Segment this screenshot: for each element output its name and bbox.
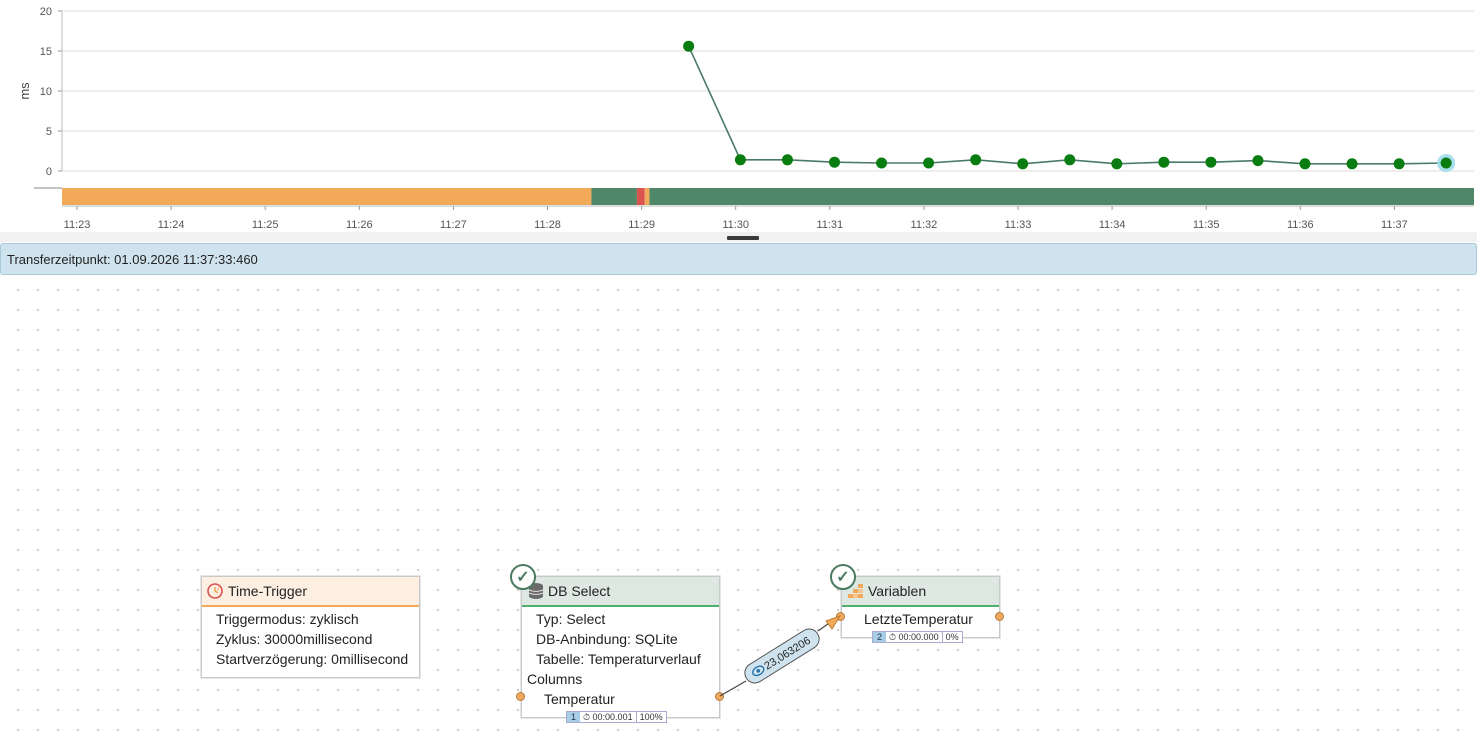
data-point <box>734 154 746 166</box>
status-count: 1 <box>567 712 581 722</box>
data-point <box>1252 155 1264 167</box>
variable-item[interactable]: LetzteTemperatur <box>864 611 973 627</box>
x-tick-label: 11:29 <box>628 219 655 231</box>
x-tick-label: 11:32 <box>911 219 938 231</box>
node-property: Tabelle: Temperaturverlauf <box>536 651 701 667</box>
data-point <box>970 154 982 166</box>
node-header[interactable]: Variablen <box>842 577 999 607</box>
data-point <box>923 157 935 169</box>
eye-icon <box>752 665 765 677</box>
node-property: DB-Anbindung: SQLite <box>536 631 678 647</box>
y-tick-label: 10 <box>40 86 52 98</box>
time-trigger-node[interactable]: Time-Trigger Triggermodus: zyklisch Zykl… <box>201 576 420 678</box>
transfer-timestamp-bar: Transferzeitpunkt: 01.09.2026 11:37:33:4… <box>0 243 1477 275</box>
data-point <box>1111 158 1123 170</box>
output-port[interactable] <box>995 612 1004 621</box>
node-title: Variablen <box>868 583 927 599</box>
status-strip-segment <box>62 188 592 205</box>
node-property: Startverzögerung: 0millisecond <box>216 651 409 667</box>
data-point <box>829 156 841 168</box>
status-time: ⏱ 00:00.000 <box>886 632 943 642</box>
data-point <box>1299 158 1311 170</box>
data-point <box>1158 156 1170 168</box>
status-percent: 100% <box>639 712 663 722</box>
status-percent: 0% <box>945 632 959 642</box>
edge-value-badge: 23,063206 <box>744 628 820 684</box>
x-tick-label: 11:27 <box>440 219 467 231</box>
status-strip-segment <box>636 188 645 205</box>
y-tick-label: 20 <box>40 6 52 18</box>
timing-chart: 0 5 10 15 20 ms 11:23 11:24 11:25 11:26 11:27 11:28… <box>0 0 1477 232</box>
edge-value-label: 23,063206 <box>762 635 812 673</box>
x-tick-label: 11:37 <box>1381 219 1408 231</box>
node-title: DB Select <box>548 583 611 599</box>
db-select-node[interactable]: DB Select Typ: Select DB-Anbindung: SQLi… <box>521 576 720 718</box>
x-tick-label: 11:33 <box>1005 219 1032 231</box>
status-strip-segment <box>649 188 1474 205</box>
y-tick-label: 5 <box>46 126 52 138</box>
status-strip-segment <box>644 188 650 205</box>
node-property: Zyklus: 30000millisecond <box>216 631 373 647</box>
data-point <box>876 157 888 169</box>
x-tick-label: 11:25 <box>252 219 279 231</box>
x-tick-label: 11:23 <box>64 219 91 231</box>
data-point <box>1017 158 1029 170</box>
chart-svg: 0 5 10 15 20 ms 11:23 11:24 11:25 11:26 11:27 11:28… <box>17 6 1474 231</box>
data-point <box>1440 157 1452 169</box>
x-tick-label: 11:30 <box>722 219 749 231</box>
y-tick-label: 15 <box>40 46 52 58</box>
status-count: 2 <box>873 632 887 642</box>
data-point <box>683 40 695 52</box>
data-point <box>1346 158 1358 170</box>
data-point <box>1205 156 1217 168</box>
node-title: Time-Trigger <box>228 583 308 599</box>
x-tick-label: 11:34 <box>1099 219 1126 231</box>
transfer-timestamp-label: Transferzeitpunkt: 01.09.2026 11:37:33:4… <box>7 252 258 267</box>
y-axis-label: ms <box>17 82 32 100</box>
output-port[interactable] <box>715 692 724 701</box>
x-tick-label: 11:28 <box>534 219 561 231</box>
status-strip-segment <box>591 188 637 205</box>
x-tick-label: 11:26 <box>346 219 373 231</box>
node-status-bar: 2 ⏱ 00:00.000 0% <box>872 631 963 643</box>
clock-icon <box>206 582 224 600</box>
node-header[interactable]: DB Select <box>522 577 719 607</box>
splitter-grip[interactable] <box>727 236 759 240</box>
data-point <box>781 154 793 166</box>
flow-canvas[interactable]: Time-Trigger Triggermodus: zyklisch Zykl… <box>0 276 1477 744</box>
node-property: Triggermodus: zyklisch <box>216 611 359 627</box>
data-point <box>1064 154 1076 166</box>
input-port[interactable] <box>836 612 845 621</box>
series-line <box>687 45 1447 165</box>
success-check-icon: ✓ <box>510 564 536 590</box>
columns-section-label: Columns <box>527 671 583 687</box>
node-status-bar: 1 ⏱ 00:00.001 100% <box>566 711 667 723</box>
grid-icon <box>846 582 866 600</box>
column-item[interactable]: Temperatur <box>544 691 615 707</box>
variablen-node[interactable]: Variablen LetzteTemperatur <box>841 576 1000 638</box>
data-point <box>1393 158 1405 170</box>
x-tick-label: 11:24 <box>158 219 185 231</box>
database-icon <box>526 582 546 600</box>
y-tick-label: 0 <box>46 166 52 178</box>
node-property: Typ: Select <box>536 611 606 627</box>
input-port[interactable] <box>516 692 525 701</box>
x-tick-label: 11:35 <box>1193 219 1220 231</box>
status-time: ⏱ 00:00.001 <box>580 712 637 722</box>
node-header[interactable]: Time-Trigger <box>202 577 419 607</box>
success-check-icon: ✓ <box>830 564 856 590</box>
x-tick-label: 11:31 <box>816 219 843 231</box>
x-tick-label: 11:36 <box>1287 219 1314 231</box>
